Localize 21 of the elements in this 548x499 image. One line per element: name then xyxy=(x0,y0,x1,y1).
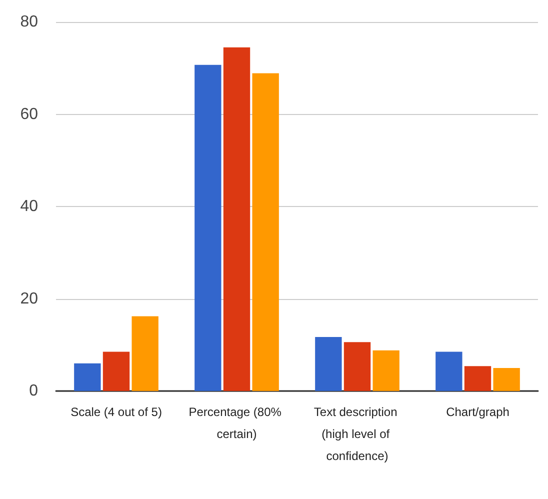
bar xyxy=(315,337,342,391)
y-tick-label: 0 xyxy=(29,382,38,400)
y-tick-label: 60 xyxy=(20,106,38,123)
bar xyxy=(102,352,130,391)
bar xyxy=(344,342,371,391)
bar xyxy=(223,47,250,391)
bar xyxy=(464,366,492,391)
y-tick-label: 40 xyxy=(20,198,38,215)
x-tick-label: Percentage (80% certain) xyxy=(188,405,285,441)
x-tick-label: Scale (4 out of 5) xyxy=(70,405,162,419)
bar xyxy=(194,64,222,391)
bar xyxy=(132,316,158,391)
bar xyxy=(493,368,520,391)
bar xyxy=(252,73,279,391)
bar xyxy=(436,352,462,391)
y-tick-label: 80 xyxy=(20,14,38,30)
bar xyxy=(74,363,101,391)
x-tick-label: Chart/graph xyxy=(446,405,510,419)
x-tick-label: Text description (high level of confidence) xyxy=(314,405,401,463)
y-tick-label: 20 xyxy=(20,290,38,308)
bar xyxy=(372,350,400,391)
